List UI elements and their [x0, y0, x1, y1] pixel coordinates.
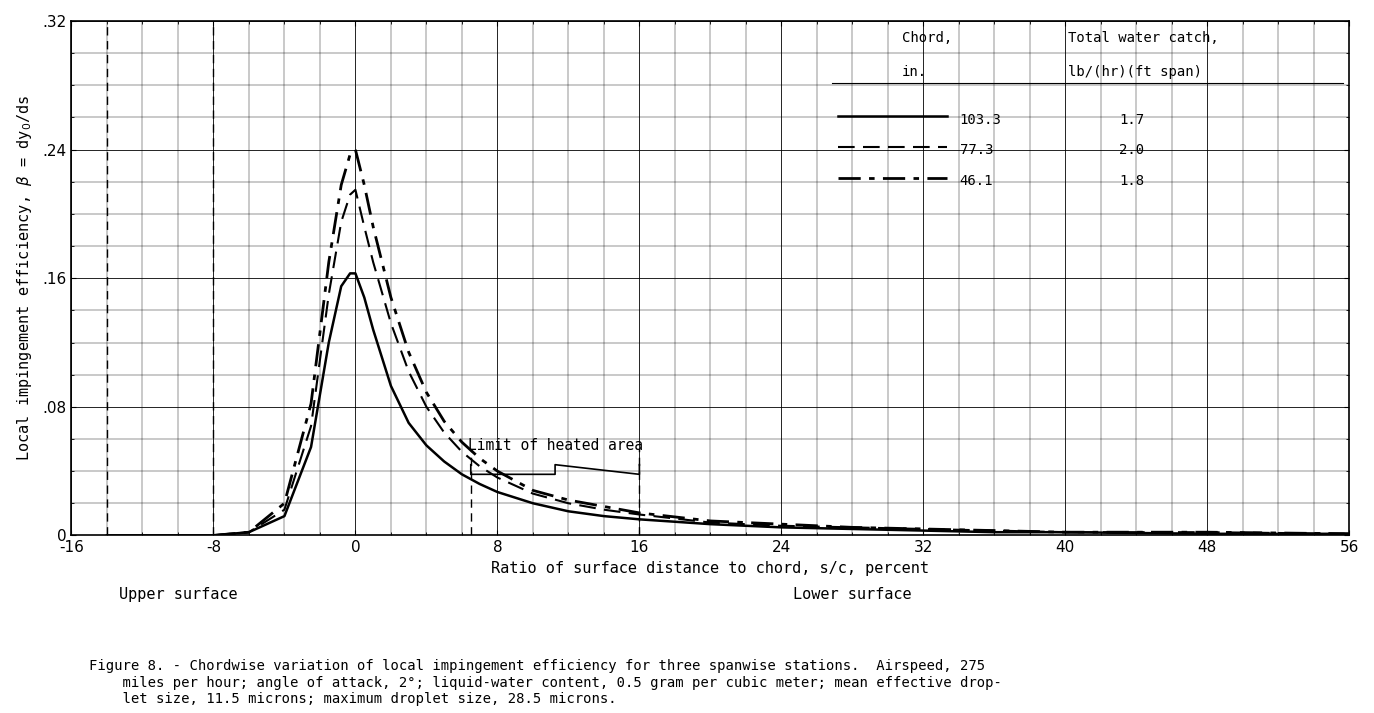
Text: 1.8: 1.8: [1120, 174, 1145, 188]
Y-axis label: Local impingement efficiency, $\beta$ = dy$_0$/ds: Local impingement efficiency, $\beta$ = …: [15, 95, 34, 461]
Text: 46.1: 46.1: [959, 174, 993, 188]
Text: Figure 8. - Chordwise variation of local impingement efficiency for three spanwi: Figure 8. - Chordwise variation of local…: [89, 660, 1002, 706]
Text: 77.3: 77.3: [959, 143, 993, 158]
Text: Upper surface: Upper surface: [118, 587, 238, 602]
Text: 2.0: 2.0: [1120, 143, 1145, 158]
Text: 1.7: 1.7: [1120, 113, 1145, 127]
Text: 103.3: 103.3: [959, 113, 1002, 127]
X-axis label: Ratio of surface distance to chord, s/c, percent: Ratio of surface distance to chord, s/c,…: [492, 561, 929, 576]
Text: in.: in.: [903, 65, 927, 78]
Text: Total water catch,: Total water catch,: [1068, 31, 1219, 46]
Text: Lower surface: Lower surface: [793, 587, 912, 602]
Text: lb/(hr)(ft span): lb/(hr)(ft span): [1068, 65, 1202, 78]
Text: Chord,: Chord,: [903, 31, 952, 46]
Text: Limit of heated area: Limit of heated area: [467, 438, 643, 453]
